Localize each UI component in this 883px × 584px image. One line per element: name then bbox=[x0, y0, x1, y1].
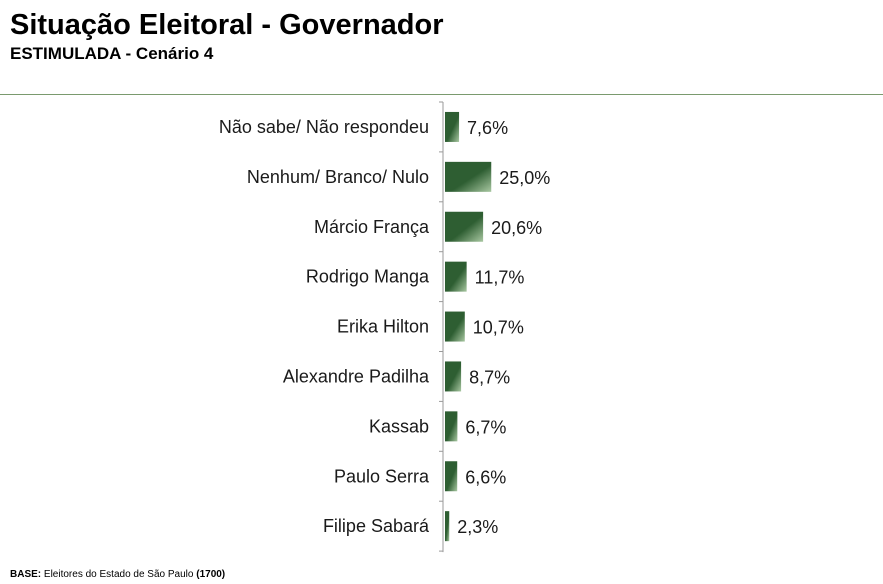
value-label: 8,7% bbox=[469, 367, 510, 387]
bar bbox=[445, 411, 458, 442]
bar bbox=[445, 311, 465, 342]
bar bbox=[445, 161, 492, 192]
bar bbox=[445, 461, 458, 492]
category-label: Márcio França bbox=[314, 217, 430, 237]
value-label: 10,7% bbox=[473, 318, 524, 338]
page-subtitle: ESTIMULADA - Cenário 4 bbox=[10, 44, 214, 63]
value-label: 11,7% bbox=[475, 268, 525, 288]
bar bbox=[445, 211, 484, 242]
category-label: Alexandre Padilha bbox=[283, 366, 430, 386]
page-title: Situação Eleitoral - Governador bbox=[10, 9, 444, 41]
category-label: Paulo Serra bbox=[334, 466, 430, 486]
bar bbox=[445, 361, 462, 392]
header-divider bbox=[0, 94, 883, 95]
base-text: Eleitores do Estado de São Paulo bbox=[43, 569, 194, 580]
value-label: 7,6% bbox=[467, 118, 508, 138]
footer-base: BASE: Eleitores do Estado de São Paulo (… bbox=[10, 569, 225, 581]
value-label: 2,3% bbox=[457, 517, 498, 537]
value-label: 25,0% bbox=[499, 168, 550, 188]
base-label: BASE: bbox=[10, 569, 42, 580]
value-label: 6,7% bbox=[465, 417, 506, 437]
bar bbox=[445, 111, 460, 142]
category-label: Rodrigo Manga bbox=[306, 267, 430, 287]
value-label: 6,6% bbox=[465, 467, 506, 487]
bar bbox=[445, 511, 450, 542]
base-count: (1700) bbox=[196, 569, 226, 580]
category-label: Não sabe/ Não respondeu bbox=[219, 117, 429, 137]
bar bbox=[445, 261, 467, 292]
value-label: 20,6% bbox=[491, 218, 542, 238]
category-label: Erika Hilton bbox=[337, 317, 429, 337]
category-label: Kassab bbox=[369, 416, 429, 436]
category-label: Nenhum/ Branco/ Nulo bbox=[247, 167, 429, 187]
category-label: Filipe Sabará bbox=[323, 516, 430, 536]
